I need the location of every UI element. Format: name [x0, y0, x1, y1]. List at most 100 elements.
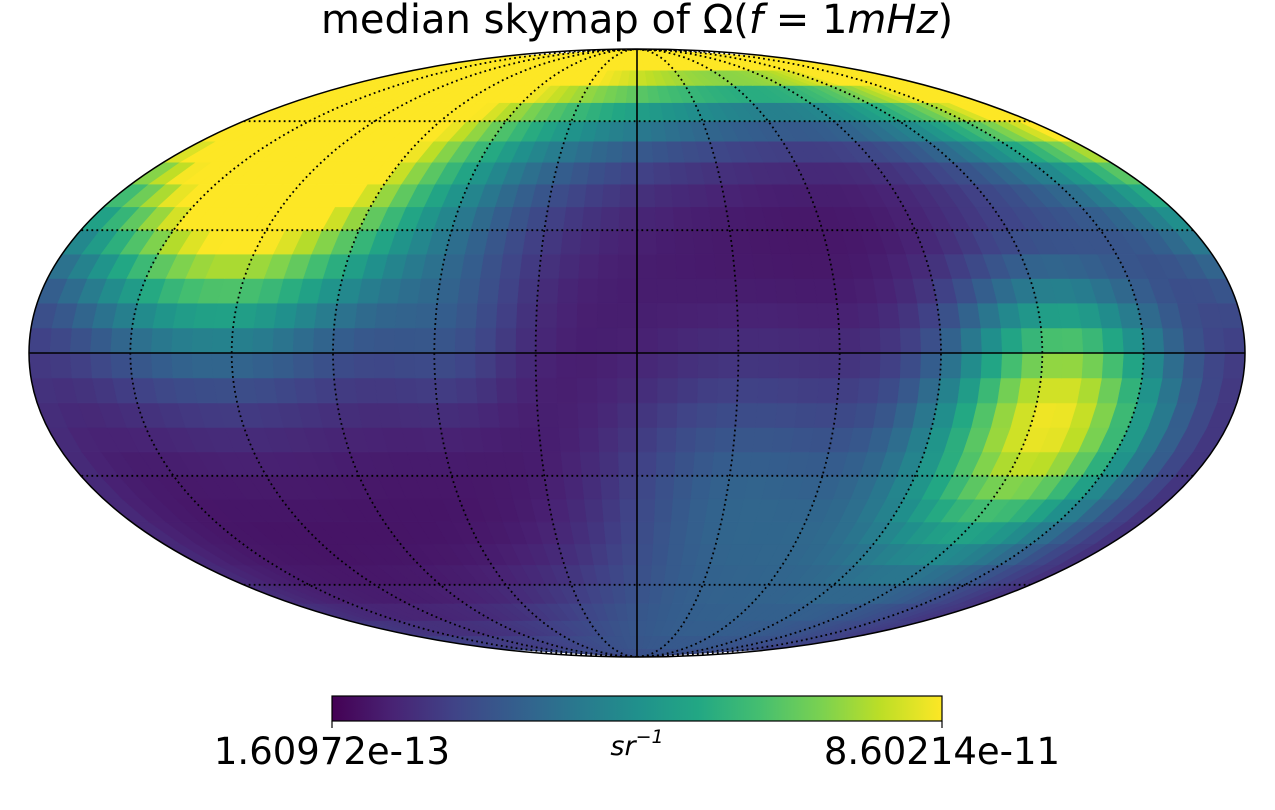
- sky-pixel: [518, 253, 542, 279]
- sky-pixel: [576, 377, 598, 404]
- sky-pixel: [852, 278, 878, 304]
- sky-pixel: [273, 302, 298, 329]
- sky-pixel: [1222, 352, 1245, 379]
- sky-pixel: [751, 427, 775, 453]
- sky-pixel: [617, 451, 638, 477]
- sky-pixel: [434, 302, 458, 329]
- sky-pixel: [636, 521, 655, 545]
- sky-pixel: [836, 377, 860, 404]
- sky-pixel: [559, 451, 582, 477]
- sky-pixel: [602, 161, 622, 185]
- sky-pixel: [696, 377, 719, 404]
- sky-pixel: [776, 377, 799, 404]
- sky-pixel: [1040, 327, 1063, 354]
- sky-pixel: [1222, 327, 1245, 354]
- sky-pixel: [677, 327, 699, 354]
- sky-pixel: [211, 327, 234, 354]
- sky-pixel: [619, 161, 638, 185]
- sky-pixel: [616, 377, 638, 404]
- sky-pixel: [616, 327, 638, 354]
- sky-pixel: [540, 451, 564, 477]
- sky-pixel: [293, 302, 318, 329]
- sky-pixel: [636, 402, 658, 428]
- sky-pixel: [581, 475, 602, 500]
- sky-pixel: [636, 229, 657, 255]
- sky-pixel: [673, 451, 695, 477]
- sky-pixel: [751, 253, 775, 279]
- title-prefix: median skymap of Ω(: [321, 0, 749, 43]
- sky-pixel: [1081, 327, 1104, 354]
- sky-pixel: [515, 352, 537, 379]
- sky-pixel: [976, 377, 1001, 404]
- sky-pixel: [879, 352, 901, 379]
- sky-pixel: [535, 302, 558, 329]
- sky-pixel: [715, 402, 738, 428]
- sky-pixel: [653, 183, 673, 208]
- sky-pixel: [620, 543, 638, 566]
- sky-pixel: [636, 584, 651, 604]
- chart-title: median skymap of Ω(f = 1mHz): [321, 0, 953, 43]
- sky-pixel: [1121, 352, 1145, 379]
- sky-pixel: [596, 402, 618, 428]
- sky-pixel: [674, 253, 697, 279]
- sky-pixel: [292, 352, 315, 379]
- sky-pixel: [710, 451, 734, 477]
- sky-pixel: [393, 327, 416, 354]
- sky-pixel: [713, 253, 736, 279]
- sky-pixel: [353, 302, 378, 329]
- sky-pixel: [876, 377, 900, 404]
- sky-pixel: [896, 302, 921, 329]
- sky-pixel: [1121, 327, 1145, 354]
- sky-pixel: [540, 229, 564, 255]
- sky-pixel: [251, 352, 274, 379]
- sky-pixel: [717, 327, 739, 354]
- sky-pixel: [916, 302, 941, 329]
- sky-pixel: [838, 327, 861, 354]
- sky-pixel: [575, 327, 597, 354]
- sky-pixel: [757, 352, 780, 379]
- sky-pixel: [562, 475, 585, 500]
- sky-pixel: [673, 229, 695, 255]
- sky-pixel: [734, 278, 758, 304]
- sky-pixel: [475, 302, 498, 329]
- sky-pixel: [959, 352, 982, 379]
- sky-pixel: [1202, 352, 1226, 379]
- sky-pixel: [293, 377, 318, 404]
- sky-pixel: [313, 377, 338, 404]
- sky-pixel: [956, 302, 981, 329]
- sky-pixel: [980, 352, 1003, 379]
- sky-pixel: [602, 521, 622, 545]
- sky-pixel: [601, 183, 621, 208]
- sky-pixel: [312, 327, 335, 354]
- sky-pixel: [1181, 352, 1205, 379]
- sky-pixel: [352, 327, 375, 354]
- sky-pixel: [856, 302, 880, 329]
- sky-pixel: [619, 521, 638, 545]
- sky-pixel: [516, 278, 540, 304]
- sky-pixel: [556, 402, 579, 428]
- sky-pixel: [674, 427, 697, 453]
- sky-pixel: [1141, 327, 1165, 354]
- sky-pixel: [757, 327, 780, 354]
- sky-pixel: [48, 327, 72, 354]
- sky-pixel: [496, 278, 520, 304]
- sky-pixel: [1141, 352, 1165, 379]
- title-one: 1: [822, 0, 847, 43]
- sky-pixel: [597, 427, 619, 453]
- sky-pixel: [622, 120, 638, 142]
- sky-pixel: [939, 352, 962, 379]
- sky-pixel: [583, 183, 604, 208]
- sky-pixel: [654, 475, 675, 500]
- sky-pixel: [150, 352, 173, 379]
- sky-pixel: [476, 402, 500, 428]
- sky-pixel: [876, 302, 900, 329]
- sky-pixel: [499, 427, 523, 453]
- sky-pixel: [1060, 352, 1084, 379]
- sky-pixel: [715, 278, 738, 304]
- sky-pixel: [672, 475, 693, 500]
- sky-pixel: [273, 377, 298, 404]
- sky-pixel: [617, 253, 638, 279]
- sky-pixel: [636, 543, 654, 566]
- sky-pixel: [555, 327, 577, 354]
